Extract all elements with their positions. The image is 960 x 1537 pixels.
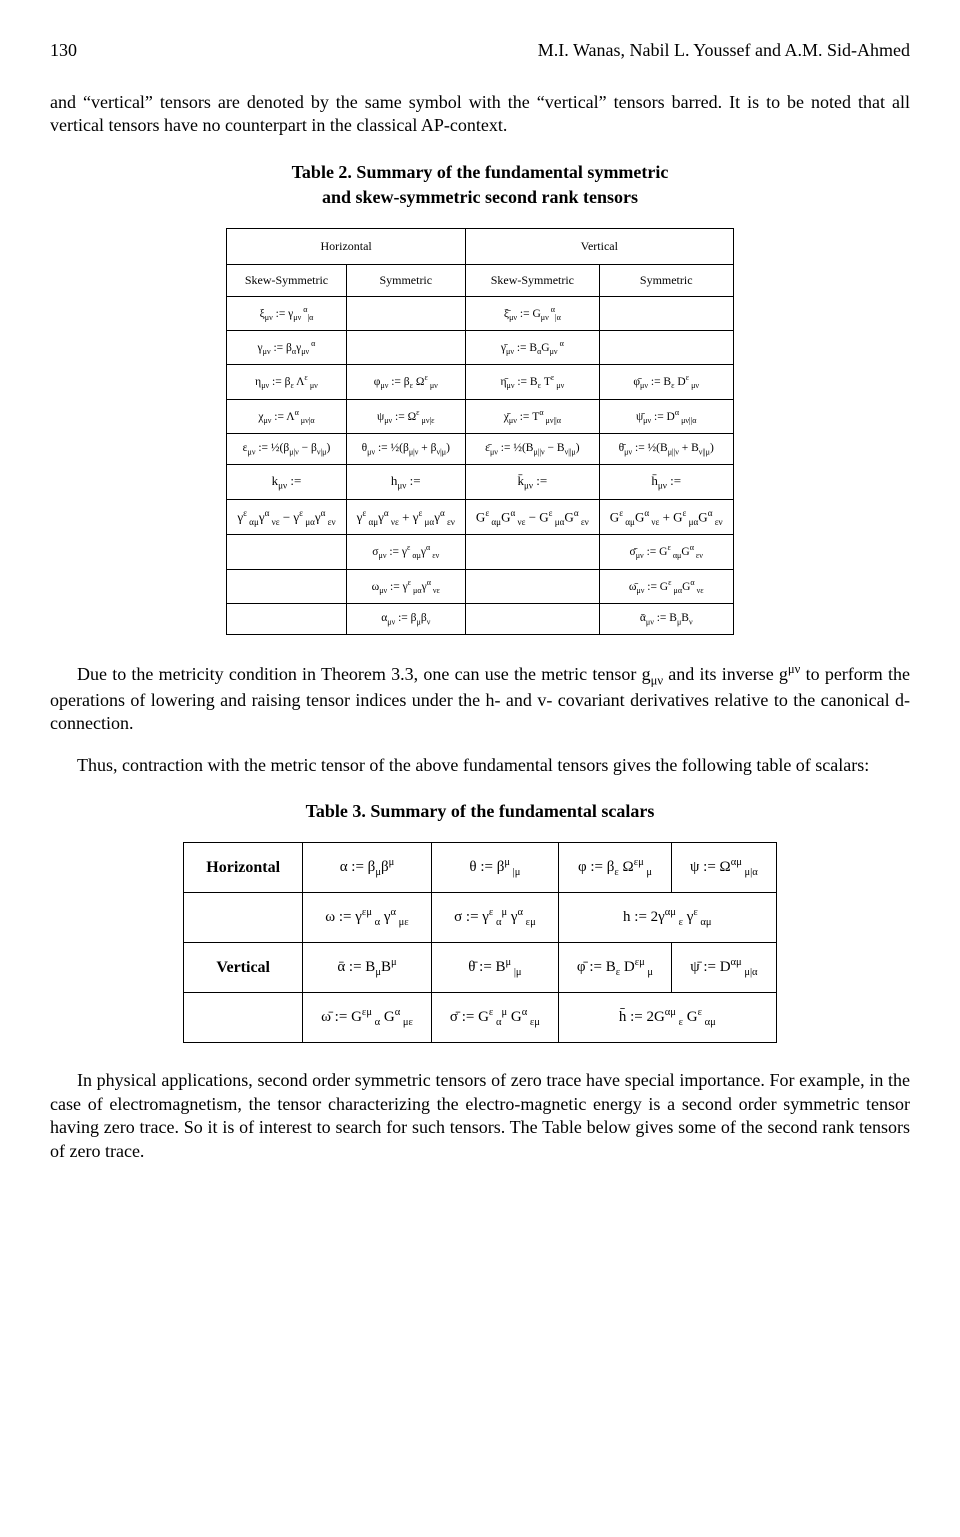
table-cell: εμν := ½(βμ|ν − βν|μ) <box>227 433 346 464</box>
table-cell: ωμν := γε μαγα νε <box>346 569 465 603</box>
table-cell: k̄μν := <box>465 464 599 499</box>
table-cell: Gε αμGα νε + Gε μαGα εν <box>599 499 733 535</box>
authors: M.I. Wanas, Nabil L. Youssef and A.M. Si… <box>538 40 910 61</box>
table-cell: φ := βε Ωεμ μ <box>558 843 671 893</box>
table-cell: ξ̄μν := Gμν α|α <box>465 297 599 331</box>
row-header: Horizontal <box>184 843 303 893</box>
page-header: 130 M.I. Wanas, Nabil L. Youssef and A.M… <box>50 40 910 61</box>
table2-caption-line2: and skew-symmetric second rank tensors <box>322 187 638 207</box>
group-header: Vertical <box>465 229 733 265</box>
table-row: ω := γεμ α γα μεσ := γε αμ γα εμh := 2γα… <box>184 893 776 943</box>
table-cell: ω̄ := Gεμ α Gα με <box>303 993 432 1043</box>
sub-header: Symmetric <box>599 265 733 297</box>
table-row: σμν := γε αμγα εν σ̄μν := Gε αμGα εν <box>227 535 733 569</box>
table-cell <box>227 603 346 634</box>
table-row: χμν := Λα μν|αψμν := Ωε μν|εχ̄μν := Tα μ… <box>227 399 733 433</box>
table-cell: ψμν := Ωε μν|ε <box>346 399 465 433</box>
table-cell: ᾱμν := BμBν <box>599 603 733 634</box>
table-cell <box>599 297 733 331</box>
scalars-table: Horizontalα := βμβμθ := βμ |μφ := βε Ωεμ… <box>183 842 776 1043</box>
table-cell: ημν := βε Λε μν <box>227 365 346 399</box>
table-row: kμν :=hμν :=k̄μν :=h̄μν := <box>227 464 733 499</box>
table-cell: γε αμγα νε − γε μαγα εν <box>227 499 346 535</box>
table-cell <box>346 297 465 331</box>
para-intro: and “vertical” tensors are denoted by th… <box>50 91 910 138</box>
table-cell: γ̄μν := BαGμν α <box>465 331 599 365</box>
table-row: ημν := βε Λε μνφμν := βε Ωε μνη̄μν := Bε… <box>227 365 733 399</box>
table-cell: θ̄ := Bμ |μ <box>431 943 558 993</box>
table-cell <box>227 569 346 603</box>
table-cell: ψ̄ := Dαμ μ|α <box>672 943 777 993</box>
table-cell: ε̄μν := ½(Bμ||ν − Bν||μ) <box>465 433 599 464</box>
para-metricity: Due to the metricity condition in Theore… <box>50 661 910 736</box>
table-cell: ψ̄μν := Dα μν||α <box>599 399 733 433</box>
table-row: Skew-Symmetric Symmetric Skew-Symmetric … <box>227 265 733 297</box>
table-cell: γμν := βαγμν α <box>227 331 346 365</box>
table-cell: h̄ := 2Gαμ ε Gε αμ <box>558 993 776 1043</box>
table-cell: σ̄ := Gε αμ Gα εμ <box>431 993 558 1043</box>
table-row: γε αμγα νε − γε μαγα ενγε αμγα νε + γε μ… <box>227 499 733 535</box>
table-cell <box>465 603 599 634</box>
table-cell: θμν := ½(βμ|ν + βν|μ) <box>346 433 465 464</box>
table-cell: ω := γεμ α γα με <box>303 893 432 943</box>
table-row: ωμν := γε μαγα νε ω̄μν := Gε μαGα νε <box>227 569 733 603</box>
page-number: 130 <box>50 40 77 61</box>
table-cell: φ̄ := Bε Dεμ μ <box>558 943 671 993</box>
table-cell <box>346 331 465 365</box>
table-cell <box>227 535 346 569</box>
table-cell <box>465 569 599 603</box>
tensors-table: Horizontal Vertical Skew-Symmetric Symme… <box>226 228 733 635</box>
table-cell: h̄μν := <box>599 464 733 499</box>
table-row: αμν := βμβν ᾱμν := BμBν <box>227 603 733 634</box>
table2-caption-bold: Table 2. Summary of the fundamental symm… <box>292 162 669 182</box>
table-row: Verticalᾱ := BμBμθ̄ := Bμ |μφ̄ := Bε Dεμ… <box>184 943 776 993</box>
sub-header: Skew-Symmetric <box>227 265 346 297</box>
para-contraction: Thus, contraction with the metric tensor… <box>50 754 910 777</box>
table-cell: ξμν := γμν α|α <box>227 297 346 331</box>
table-cell: hμν := <box>346 464 465 499</box>
row-header <box>184 993 303 1043</box>
table-cell <box>599 331 733 365</box>
table-cell: ψ := Ωαμ μ|α <box>672 843 777 893</box>
table-cell: σ := γε αμ γα εμ <box>431 893 558 943</box>
group-header: Horizontal <box>227 229 466 265</box>
table-cell: η̄μν := Bε Tε μν <box>465 365 599 399</box>
table-row: ω̄ := Gεμ α Gα μεσ̄ := Gε αμ Gα εμh̄ := … <box>184 993 776 1043</box>
table-cell: θ := βμ |μ <box>431 843 558 893</box>
table-cell: α := βμβμ <box>303 843 432 893</box>
table-cell: ᾱ := BμBμ <box>303 943 432 993</box>
table-row: Horizontalα := βμβμθ := βμ |μφ := βε Ωεμ… <box>184 843 776 893</box>
table-cell: γε αμγα νε + γε μαγα εν <box>346 499 465 535</box>
row-header <box>184 893 303 943</box>
table-cell <box>465 535 599 569</box>
table-row: γμν := βαγμν α γ̄μν := BαGμν α <box>227 331 733 365</box>
table-cell: ω̄μν := Gε μαGα νε <box>599 569 733 603</box>
table-row: ξμν := γμν α|α ξ̄μν := Gμν α|α <box>227 297 733 331</box>
table-cell: h := 2γαμ ε γε αμ <box>558 893 776 943</box>
sub-header: Skew-Symmetric <box>465 265 599 297</box>
table-cell: φ̄μν := Bε Dε μν <box>599 365 733 399</box>
sub-header: Symmetric <box>346 265 465 297</box>
table-row: εμν := ½(βμ|ν − βν|μ)θμν := ½(βμ|ν + βν|… <box>227 433 733 464</box>
table-cell: χ̄μν := Tα μν||α <box>465 399 599 433</box>
table-row: Horizontal Vertical <box>227 229 733 265</box>
table-cell: kμν := <box>227 464 346 499</box>
para-physical: In physical applications, second order s… <box>50 1069 910 1163</box>
row-header: Vertical <box>184 943 303 993</box>
table-cell: σμν := γε αμγα εν <box>346 535 465 569</box>
table3-caption-bold: Table 3. Summary of the fundamental scal… <box>306 801 655 821</box>
table-cell: Gε αμGα νε − Gε μαGα εν <box>465 499 599 535</box>
table-cell: σ̄μν := Gε αμGα εν <box>599 535 733 569</box>
table3-caption: Table 3. Summary of the fundamental scal… <box>50 799 910 824</box>
table-cell: αμν := βμβν <box>346 603 465 634</box>
table-cell: θ̄μν := ½(Bμ||ν + Bν||μ) <box>599 433 733 464</box>
table-cell: φμν := βε Ωε μν <box>346 365 465 399</box>
table-cell: χμν := Λα μν|α <box>227 399 346 433</box>
table2-caption: Table 2. Summary of the fundamental symm… <box>50 160 910 210</box>
